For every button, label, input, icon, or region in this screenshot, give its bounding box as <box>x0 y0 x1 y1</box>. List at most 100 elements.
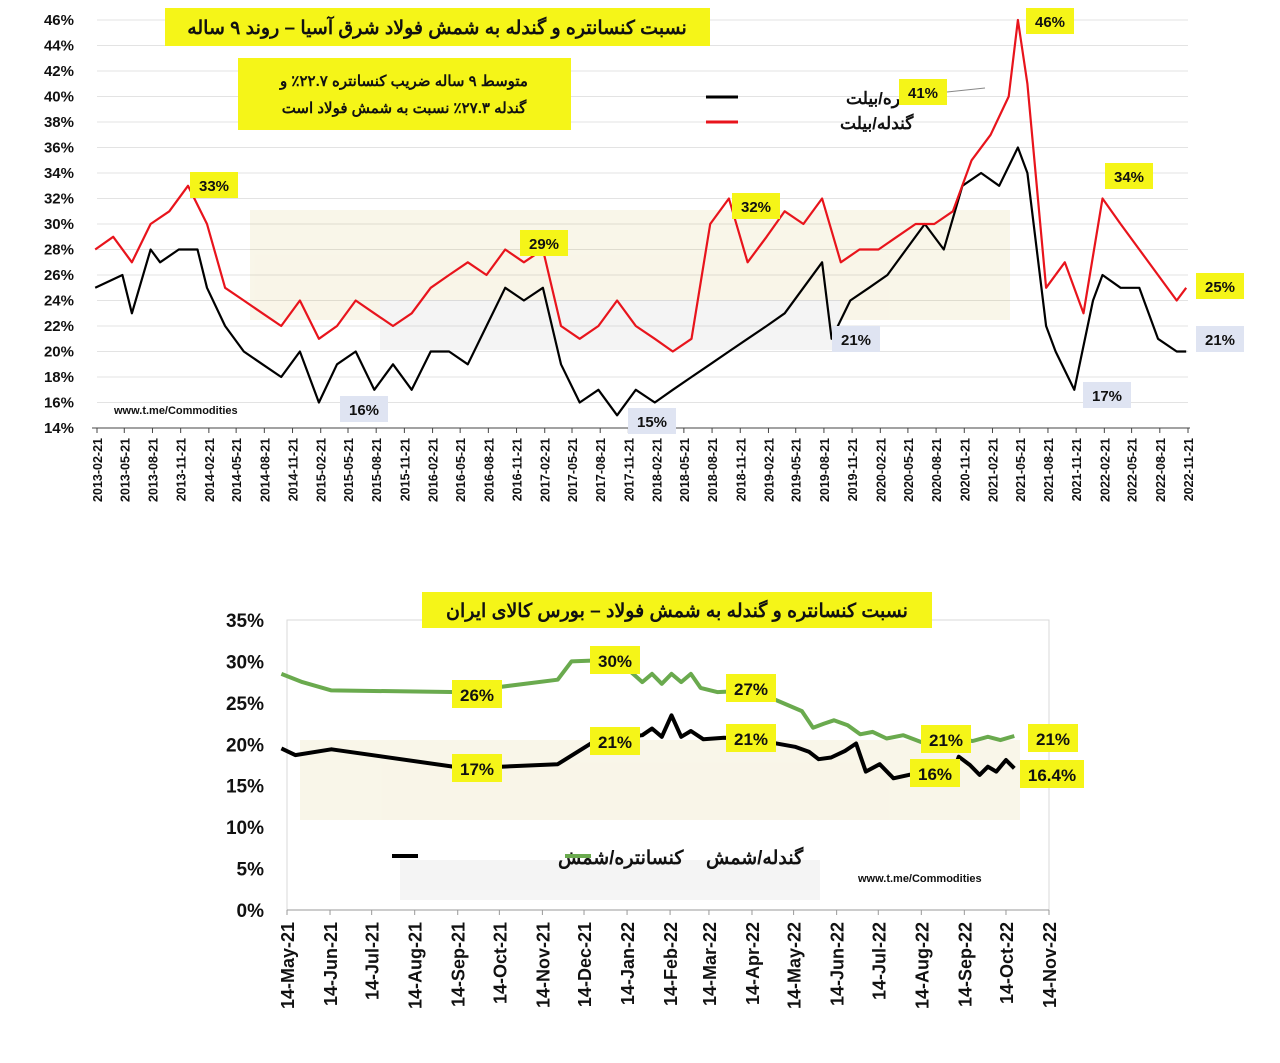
top-y-tick-label: 14% <box>44 420 74 437</box>
bottom-y-tick-label: 15% <box>226 777 264 798</box>
bottom-x-tick-label: 14-Apr-22 <box>743 922 763 1005</box>
top-x-tick-label: 2013-02-21 <box>91 438 105 502</box>
watermark-band <box>250 210 1010 320</box>
bottom-annotation-box <box>590 727 640 755</box>
watermark-band-2 <box>380 300 840 350</box>
bottom-annotations: 26% 30% 27% 17% 21% 21% 16% 21% 21% 16.4… <box>452 646 1084 788</box>
top-y-tick-label: 22% <box>44 318 74 335</box>
bottom-x-tick-label: 14-Jan-22 <box>618 922 638 1005</box>
bottom-x-tick-label: 14-Jul-21 <box>363 922 383 1000</box>
top-x-tick-label: 2013-11-21 <box>175 438 189 501</box>
bottom-annotation-box <box>452 754 502 782</box>
bottom-y-tick-label: 35% <box>226 611 264 632</box>
bottom-annotation-box <box>590 646 640 674</box>
bottom-x-tick-label: 14-Nov-22 <box>1040 922 1060 1008</box>
top-x-tick-label: 2013-05-21 <box>118 438 132 502</box>
bottom-legend-label-concentrate: کنسانتره/شمش <box>558 848 684 869</box>
top-watermark-logo <box>250 210 1010 350</box>
top-x-tick-label: 2020-11-21 <box>958 438 972 501</box>
bottom-annotation-box <box>726 674 776 702</box>
bottom-y-tick-label: 10% <box>226 818 264 839</box>
top-y-tick-labels: 14% 16% 18% 20% 22% 24% 26% 28% 30% 32% 34% 36% 38% 4… <box>44 12 74 437</box>
top-annotation-25: 25% <box>1205 279 1235 296</box>
top-x-tick-label: 2019-11-21 <box>846 438 860 501</box>
top-y-tick-label: 36% <box>44 140 74 157</box>
bottom-x-tick-label: 14-Oct-21 <box>490 922 510 1004</box>
bottom-title: نسبت کنسانتره و گندله به شمش فولاد – بور… <box>446 599 908 622</box>
bottom-y-tick-label: 30% <box>226 652 264 673</box>
top-x-tick-label: 2016-08-21 <box>482 438 496 502</box>
top-annotation-box <box>899 79 947 105</box>
bottom-annotation-box <box>921 725 971 753</box>
top-x-tick-label: 2016-05-21 <box>454 438 468 502</box>
top-x-tick-label: 2014-08-21 <box>258 438 272 502</box>
top-x-tick-label: 2021-11-21 <box>1070 438 1084 501</box>
top-annotation-box <box>340 396 388 422</box>
top-y-tick-label: 34% <box>44 165 74 182</box>
bottom-annotation-box <box>1020 760 1084 788</box>
top-x-tick-label: 2017-11-21 <box>622 438 636 501</box>
bottom-x-tick-label: 14-Aug-21 <box>406 922 426 1009</box>
top-title-box <box>165 8 710 46</box>
bottom-x-tick-label: 14-Aug-22 <box>912 922 932 1009</box>
top-annotations: 33% 29% 16% 15% 32% 21% 41% 46% 34% 17% … <box>190 8 1244 434</box>
bottom-annotation-21-d: 21% <box>1036 730 1070 749</box>
top-x-tick-label: 2022-02-21 <box>1098 438 1112 502</box>
bottom-legend: کنسانتره/شمش گندله/شمش <box>392 846 804 869</box>
bottom-y-tick-label: 5% <box>237 860 265 881</box>
top-x-tick-label: 2013-08-21 <box>146 438 160 502</box>
top-annotation-box <box>520 230 568 256</box>
top-annotation-leader <box>946 87 986 93</box>
top-annotation-box <box>732 193 780 219</box>
top-x-tick-labels: 2013-02-21 2013-05-21 2013-08-21 2013-11-21… <box>91 428 1196 502</box>
bottom-annotation-box <box>1028 724 1078 752</box>
bottom-x-tick-label: 14-Jun-22 <box>828 922 848 1006</box>
top-chart: 14% 16% 18% 20% 22% 24% 26% 28% 30% 32% 34% 36% 38% 4… <box>44 8 1244 502</box>
top-x-tick-label: 2022-08-21 <box>1154 438 1168 502</box>
top-y-tick-label: 24% <box>44 293 74 310</box>
top-x-tick-label: 2015-11-21 <box>398 438 412 501</box>
top-x-tick-label: 2019-05-21 <box>790 438 804 502</box>
top-y-tick-label: 38% <box>44 114 74 131</box>
top-x-tick-label: 2017-02-21 <box>539 438 553 502</box>
top-annotation-16: 16% <box>349 402 379 419</box>
top-x-tick-label: 2014-11-21 <box>287 438 301 501</box>
top-x-tick-label: 2021-05-21 <box>1014 438 1028 502</box>
bottom-x-tick-labels: 14-May-21 14-Jun-21 14-Jul-21 14-Aug-21 14-S… <box>278 910 1060 1009</box>
bottom-legend-label-pellet: گندله/شمش <box>706 846 804 869</box>
bottom-annotation-box <box>726 724 776 752</box>
top-title: نسبت کنسانتره و گندله به شمش فولاد شرق آ… <box>187 15 687 39</box>
top-y-tick-label: 26% <box>44 267 74 284</box>
top-x-tick-label: 2019-02-21 <box>762 438 776 502</box>
top-series-line-concentrate <box>94 146 1187 417</box>
top-x-tick-label: 2014-05-21 <box>230 438 244 502</box>
top-annotation-21-mid: 21% <box>841 332 871 349</box>
top-y-tick-label: 42% <box>44 63 74 80</box>
top-note-line-2: گندله ۲۷.۳٪ نسبت به شمش فولاد است <box>282 99 527 117</box>
bottom-annotation-16: 16% <box>918 765 952 784</box>
bottom-annotation-box <box>910 759 960 787</box>
top-y-tick-label: 30% <box>44 216 74 233</box>
top-annotation-box <box>190 172 238 198</box>
top-annotation-box <box>1196 326 1244 352</box>
top-y-tick-label: 32% <box>44 191 74 208</box>
top-annotation-box <box>1105 163 1153 189</box>
top-x-tick-label: 2015-02-21 <box>315 438 329 502</box>
bottom-y-tick-label: 20% <box>226 735 264 756</box>
top-annotation-box <box>1196 273 1244 299</box>
top-x-tick-label: 2022-05-21 <box>1126 438 1140 502</box>
top-annotation-box <box>1026 8 1074 34</box>
bottom-chart: 0% 5% 10% 15% 20% 25% 30% 35% 14-May-21 14-Jun-2… <box>226 592 1084 1009</box>
bottom-annotation-21-a: 21% <box>598 733 632 752</box>
top-annotation-box <box>1083 382 1131 408</box>
watermark-band-2 <box>400 860 820 900</box>
top-x-tick-label: 2021-02-21 <box>986 438 1000 502</box>
top-y-tick-label: 44% <box>44 38 74 55</box>
top-legend-label-pellet: گندله/بیلت <box>840 113 914 133</box>
top-note-line-1: متوسط ۹ ساله ضریب کنسانتره ۲۲.۷٪ و <box>279 73 528 90</box>
bottom-x-tick-label: 14-Sep-22 <box>955 922 975 1007</box>
top-annotation-21-end: 21% <box>1205 332 1235 349</box>
top-x-tick-label: 2019-08-21 <box>818 438 832 502</box>
bottom-x-tick-label: 14-Jul-22 <box>869 922 889 1000</box>
